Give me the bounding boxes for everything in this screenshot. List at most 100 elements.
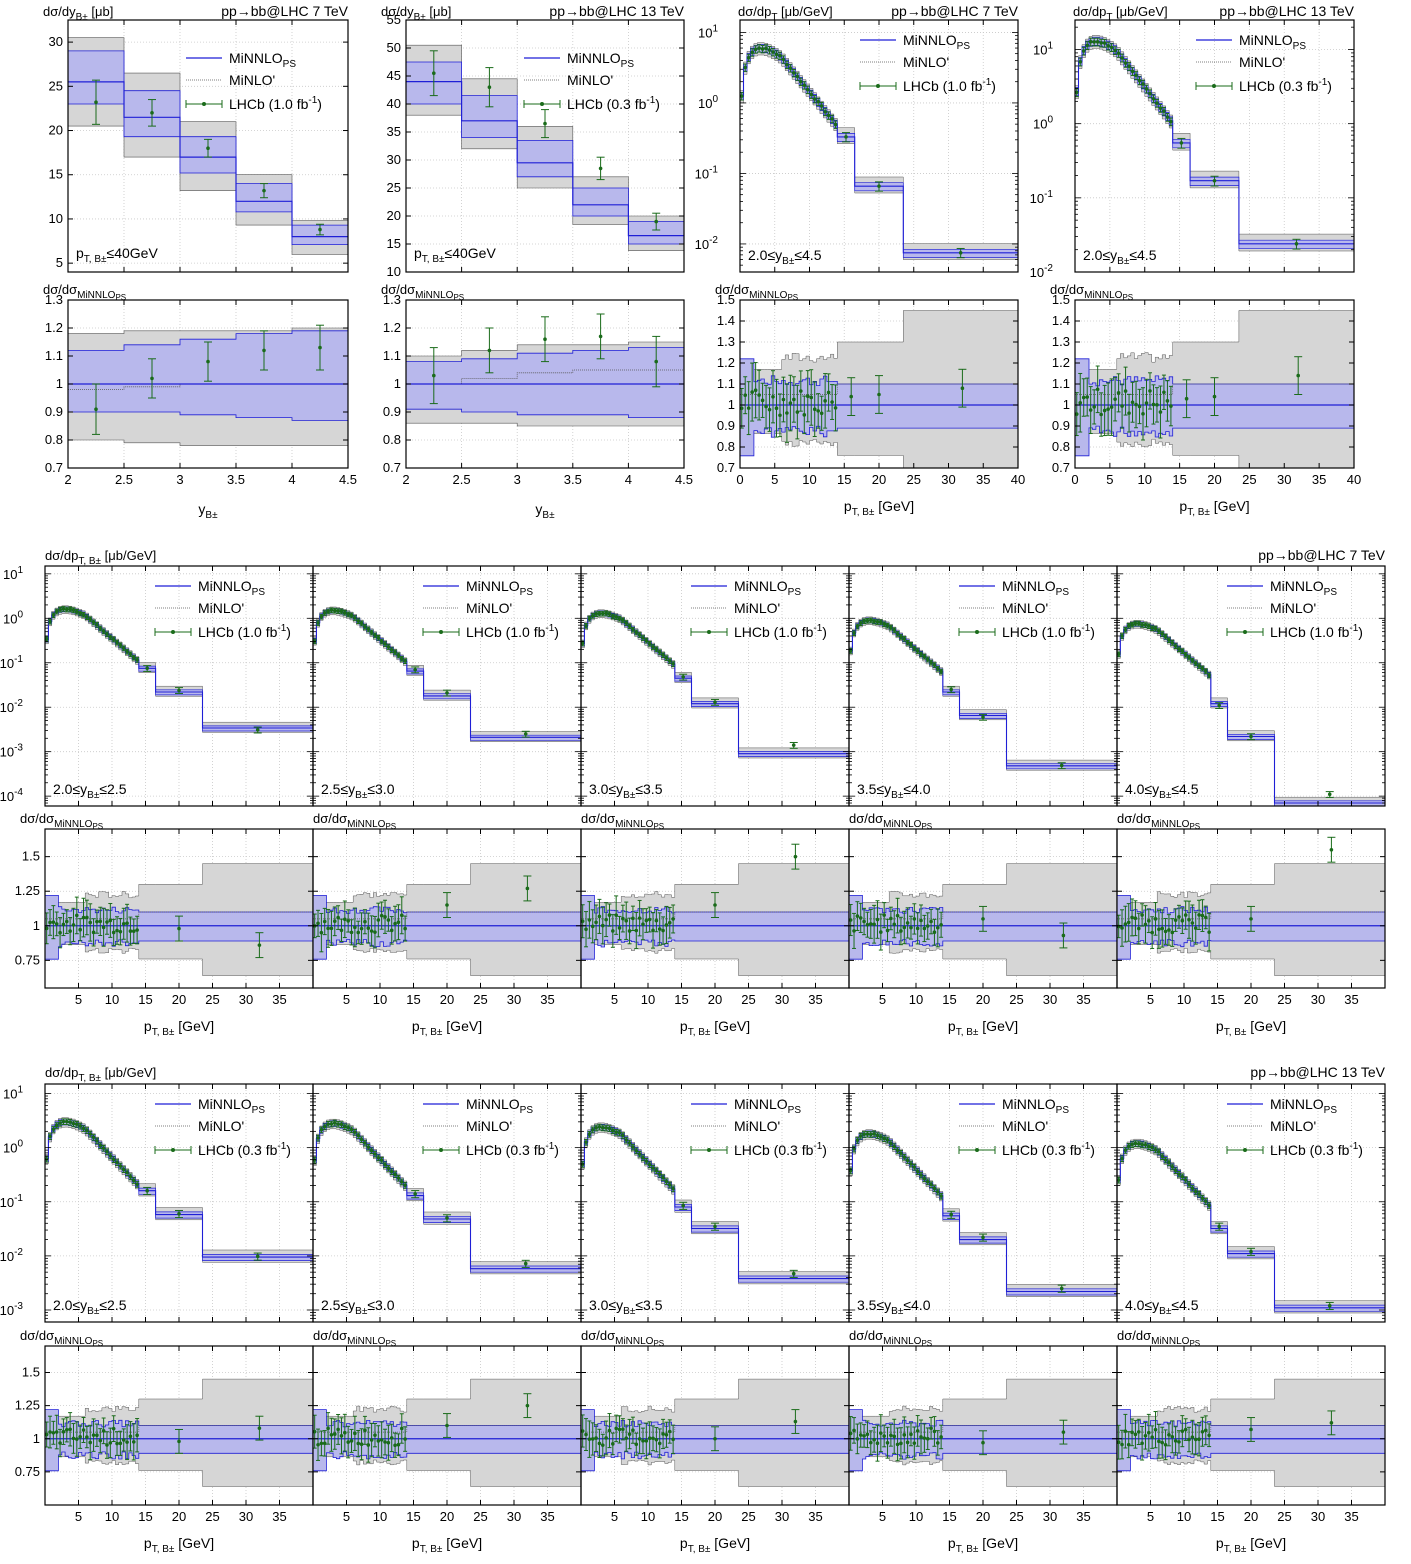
data-marker [373,1433,377,1437]
lhcb-point [895,897,900,934]
lhcb-point [1123,627,1128,633]
data-marker [403,659,407,663]
y-tick-label: 25 [49,78,63,93]
lhcb-point [847,377,856,416]
lhcb-point [661,916,666,945]
process-label: pp→bb@LHC 7 TeV [221,3,348,19]
lhcb-point [362,909,367,935]
lhcb-point [104,909,109,935]
data-marker [1158,106,1163,110]
data-marker [1155,101,1159,105]
lhcb-point [833,384,838,432]
lhcb-point [359,912,364,945]
data-marker [604,917,608,922]
data-marker [823,399,827,403]
data-marker [1141,82,1145,86]
data-marker [343,610,347,615]
lhcb-point [121,645,126,652]
lhcb-point [74,896,79,935]
data-marker [339,609,344,614]
legend: MiNLO' [1226,585,1316,636]
lhcb-point [657,649,662,656]
data-marker [621,916,625,921]
data-marker [399,656,404,661]
data-marker [1190,921,1195,925]
legend-minnlo-label: MiNNLOPS [198,1096,265,1116]
x-axis-label: pT, B± [GeV] [1179,498,1249,518]
lhcb-point [366,1427,371,1463]
data-marker [523,1261,528,1266]
x-tick-label: 20 [1207,472,1221,487]
y-tick-label: 0.9 [45,404,63,419]
data-marker [1296,373,1300,378]
lhcb-point [671,1185,676,1193]
lhcb-point [349,1428,354,1453]
data-marker [356,1441,361,1446]
lhcb-point [541,109,549,139]
lhcb-point [661,1174,666,1182]
data-marker [774,406,779,411]
data-marker [647,641,652,646]
data-marker [858,916,863,920]
data-marker [403,926,407,931]
legend-lhcb-label: LHCb (0.3 fb-1) [466,1141,559,1158]
y-tick-label: 100 [3,1139,23,1156]
data-marker [1127,64,1131,69]
lhcb-point [359,1428,364,1461]
legend: MiNLO' [690,585,780,636]
data-marker [312,1429,317,1434]
lhcb-point [1187,900,1192,939]
x-tick-label: 5 [771,472,778,487]
data-marker [316,621,320,625]
data-marker [849,394,853,399]
lhcb-point [389,1168,394,1176]
data-marker [88,1440,93,1445]
data-marker [657,1172,662,1176]
lhcb-point [135,1418,140,1453]
data-marker [671,917,675,921]
data-marker [1200,913,1205,918]
data-marker [624,621,629,625]
data-marker [1327,792,1332,797]
lhcb-point [396,1174,401,1182]
x-axis-label: pT, B± [GeV] [948,1018,1018,1038]
data-marker [664,923,669,927]
lhcb-point [979,713,987,721]
data-marker [746,406,751,410]
ratio-axis-label: dσ/dσMiNNLOPS [381,282,464,302]
lhcb-point [48,1133,53,1140]
data-marker [445,1423,449,1428]
lhcb-point [352,1415,357,1451]
lhcb-point [624,620,629,626]
lhcb-point [1180,907,1185,934]
lhcb-point [607,903,612,927]
lhcb-point [429,347,438,405]
lhcb-point [54,608,59,615]
data-marker [432,71,436,75]
lhcb-point [111,1156,116,1164]
lhcb-point [1182,379,1191,419]
data-marker [118,929,123,934]
data-marker [343,1124,347,1129]
lhcb-point [204,138,212,158]
lhcb-point [905,639,910,646]
data-marker [108,918,113,923]
lhcb-point [600,1124,605,1132]
lhcb-point [369,629,374,636]
data-marker [661,1175,665,1180]
lhcb-point [819,395,824,431]
x-axis-label: yB± [535,501,555,521]
data-marker [389,928,394,933]
data-marker [791,743,796,747]
data-marker [1136,621,1141,626]
lhcb-point [322,1123,327,1131]
lhcb-point [823,373,828,429]
lhcb-point [958,368,967,408]
data-marker [919,918,923,923]
plot-frame [405,19,685,273]
data-marker [1081,395,1086,400]
lhcb-point [1151,94,1156,104]
lhcb-point [319,1430,324,1457]
lhcb-point [809,90,814,99]
data-marker [1197,664,1201,668]
